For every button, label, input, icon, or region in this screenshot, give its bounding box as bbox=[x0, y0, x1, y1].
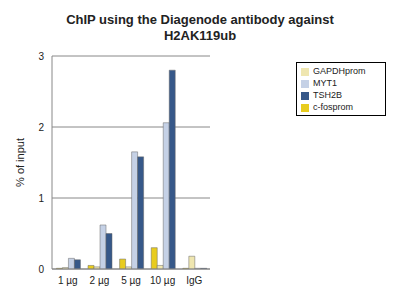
svg-text:1 µg: 1 µg bbox=[58, 275, 78, 286]
svg-text:% of input: % of input bbox=[14, 138, 26, 187]
html-text:MYT1: MYT1 bbox=[313, 78, 337, 88]
svg-text:5 µg: 5 µg bbox=[121, 275, 141, 286]
svg-text:3: 3 bbox=[38, 51, 44, 62]
svg-text:10 µg: 10 µg bbox=[150, 275, 175, 286]
svg-text:2 µg: 2 µg bbox=[90, 275, 110, 286]
html-text:TSH2B: TSH2B bbox=[313, 90, 342, 100]
svg-text:IgG: IgG bbox=[186, 275, 202, 286]
html-text:GAPDHprom: GAPDHprom bbox=[313, 66, 366, 76]
svg-text:2: 2 bbox=[38, 122, 44, 133]
html-text:c-fosprom: c-fosprom bbox=[313, 102, 353, 112]
html-text:ChIP using the Diagenode antib: ChIP using the Diagenode antibody agains… bbox=[66, 12, 334, 43]
svg-text:0: 0 bbox=[38, 264, 44, 275]
svg-text:1: 1 bbox=[38, 193, 44, 204]
